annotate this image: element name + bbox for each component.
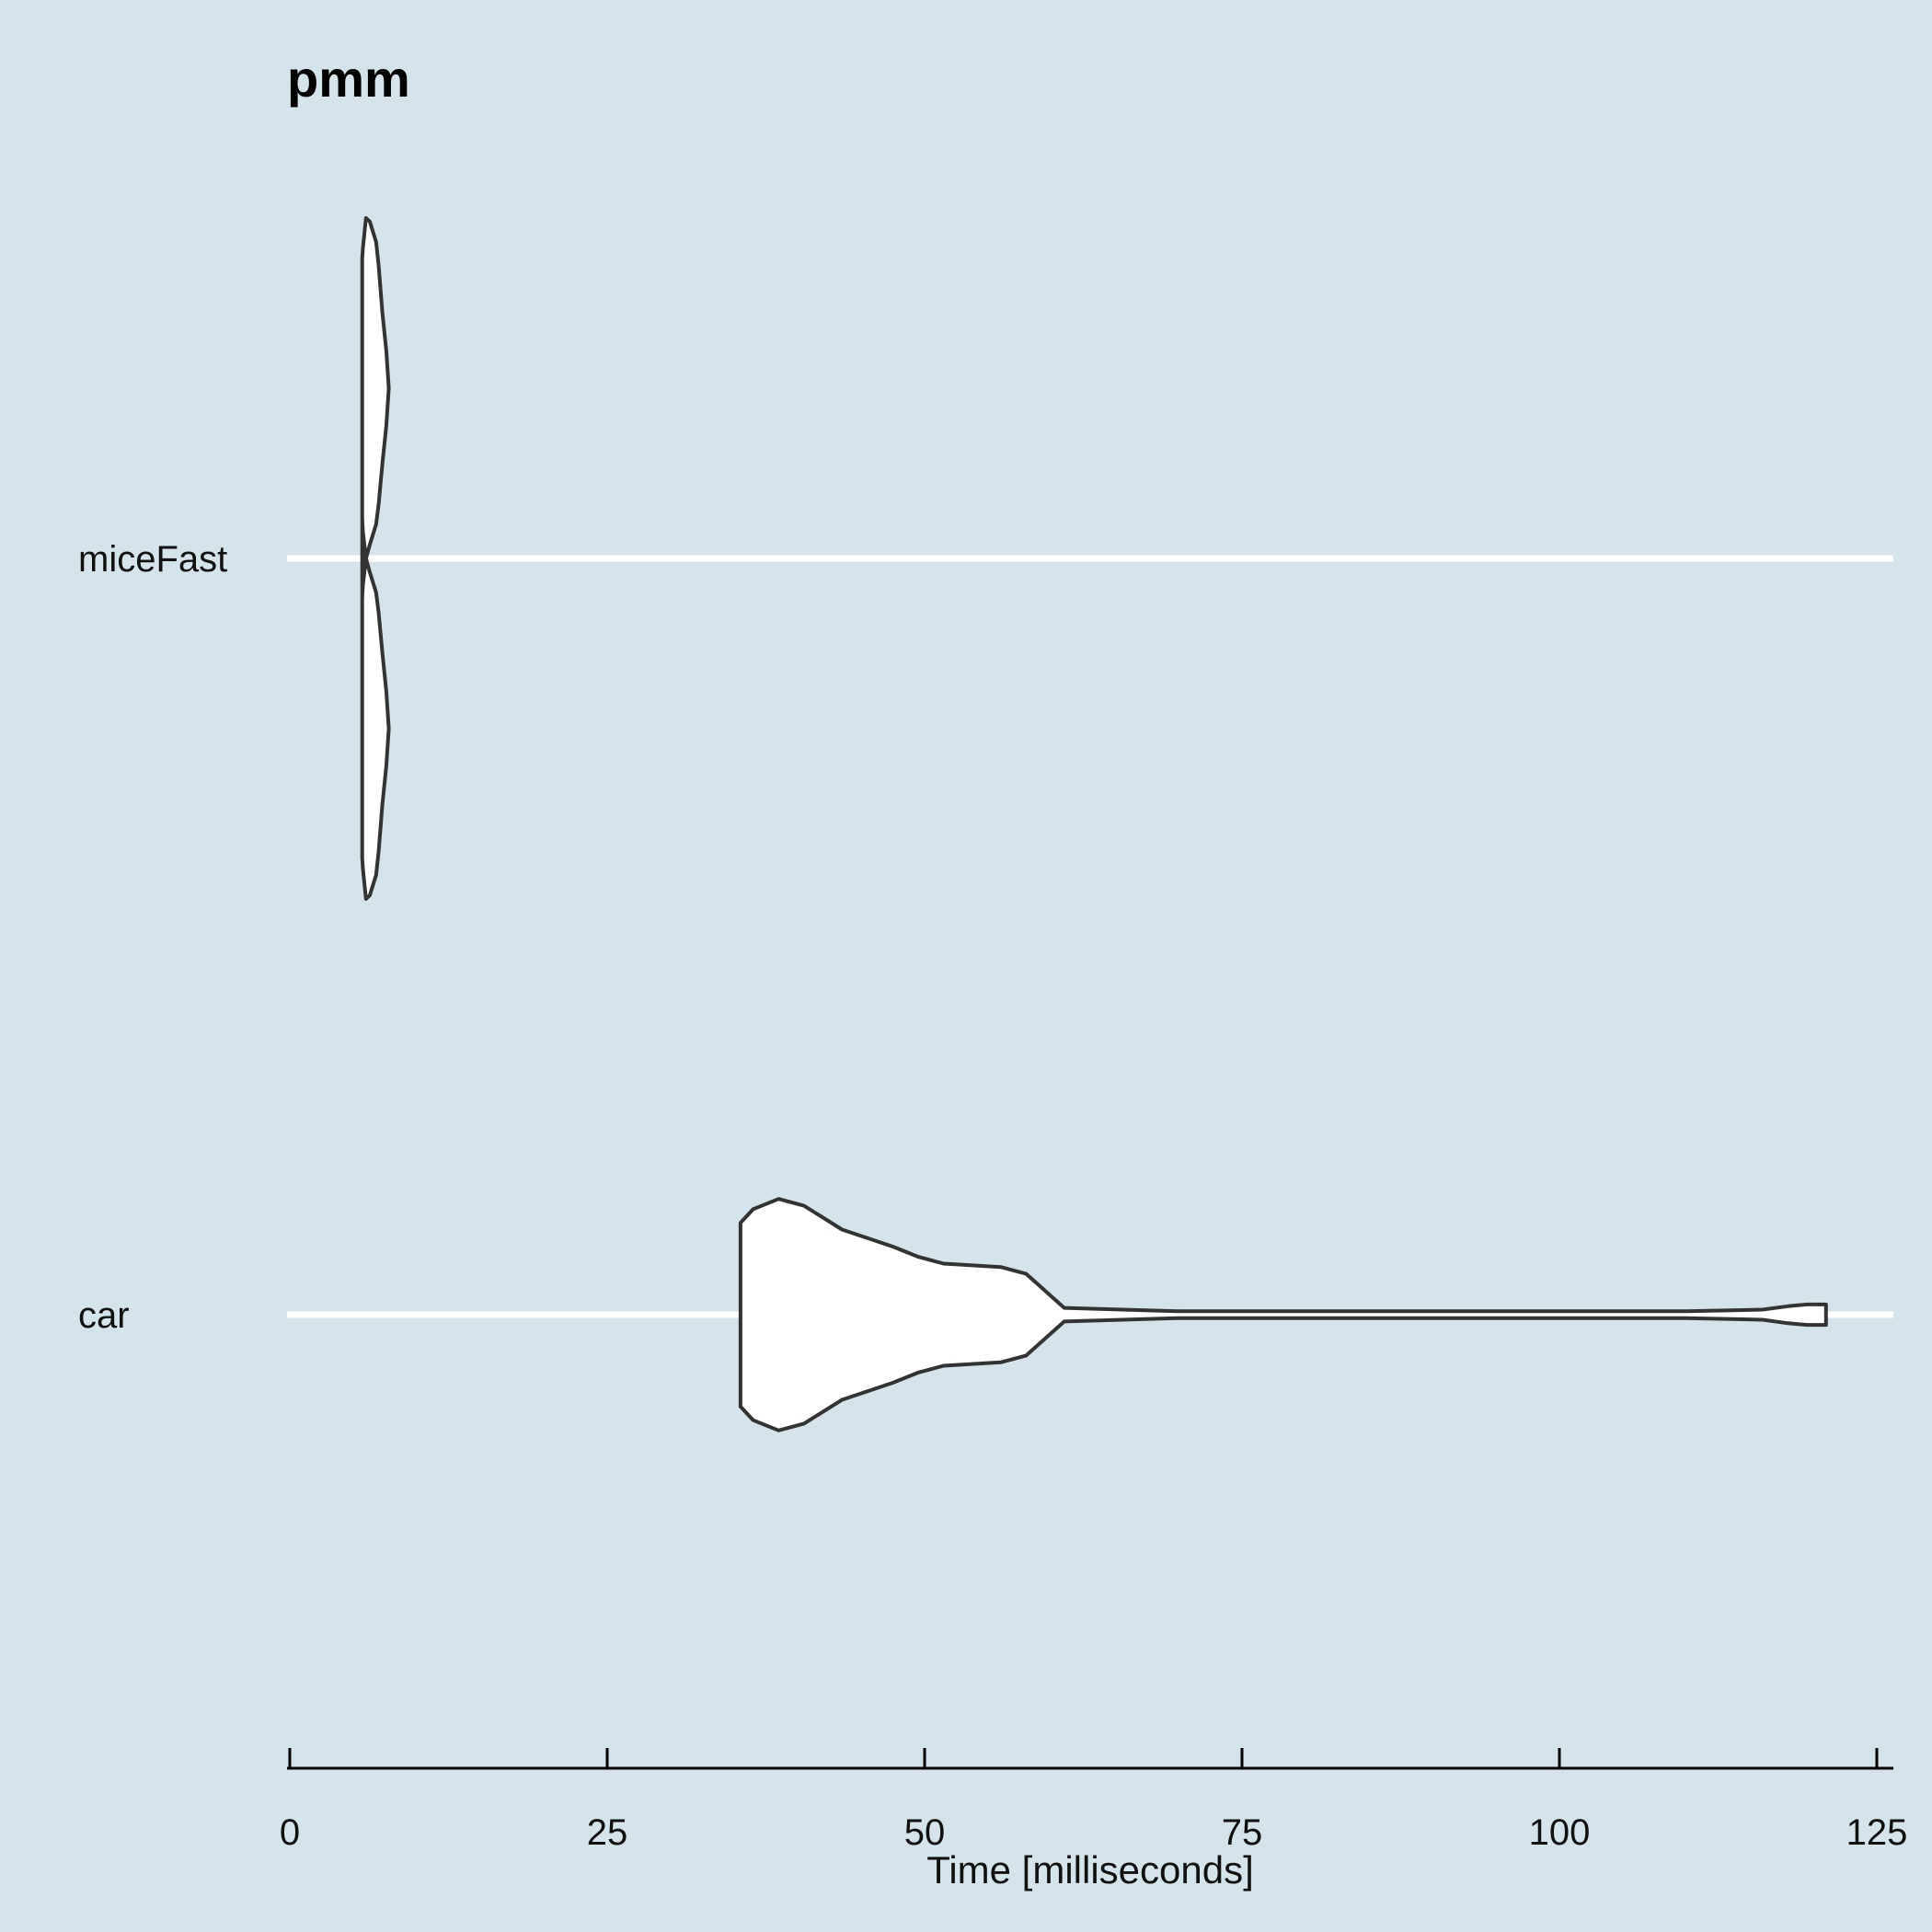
x-axis-title: Time [milliseconds] — [926, 1848, 1254, 1892]
x-tick-label-75: 75 — [1222, 1812, 1263, 1853]
violin-micefast — [360, 216, 391, 901]
violins — [360, 216, 1828, 1432]
category-label-micefast: miceFast — [78, 539, 227, 580]
x-axis: 0 25 50 75 100 125 — [280, 1748, 1908, 1853]
category-labels: miceFast car — [78, 539, 227, 1336]
category-label-car: car — [78, 1295, 130, 1336]
x-tick-label-125: 125 — [1846, 1812, 1908, 1853]
chart-title: pmm — [287, 50, 410, 108]
x-tick-label-0: 0 — [280, 1812, 300, 1853]
x-tick-label-50: 50 — [904, 1812, 946, 1853]
x-tick-label-25: 25 — [587, 1812, 628, 1853]
violin-car — [738, 1197, 1828, 1432]
x-tick-label-100: 100 — [1529, 1812, 1591, 1853]
gridlines — [287, 555, 1893, 1318]
